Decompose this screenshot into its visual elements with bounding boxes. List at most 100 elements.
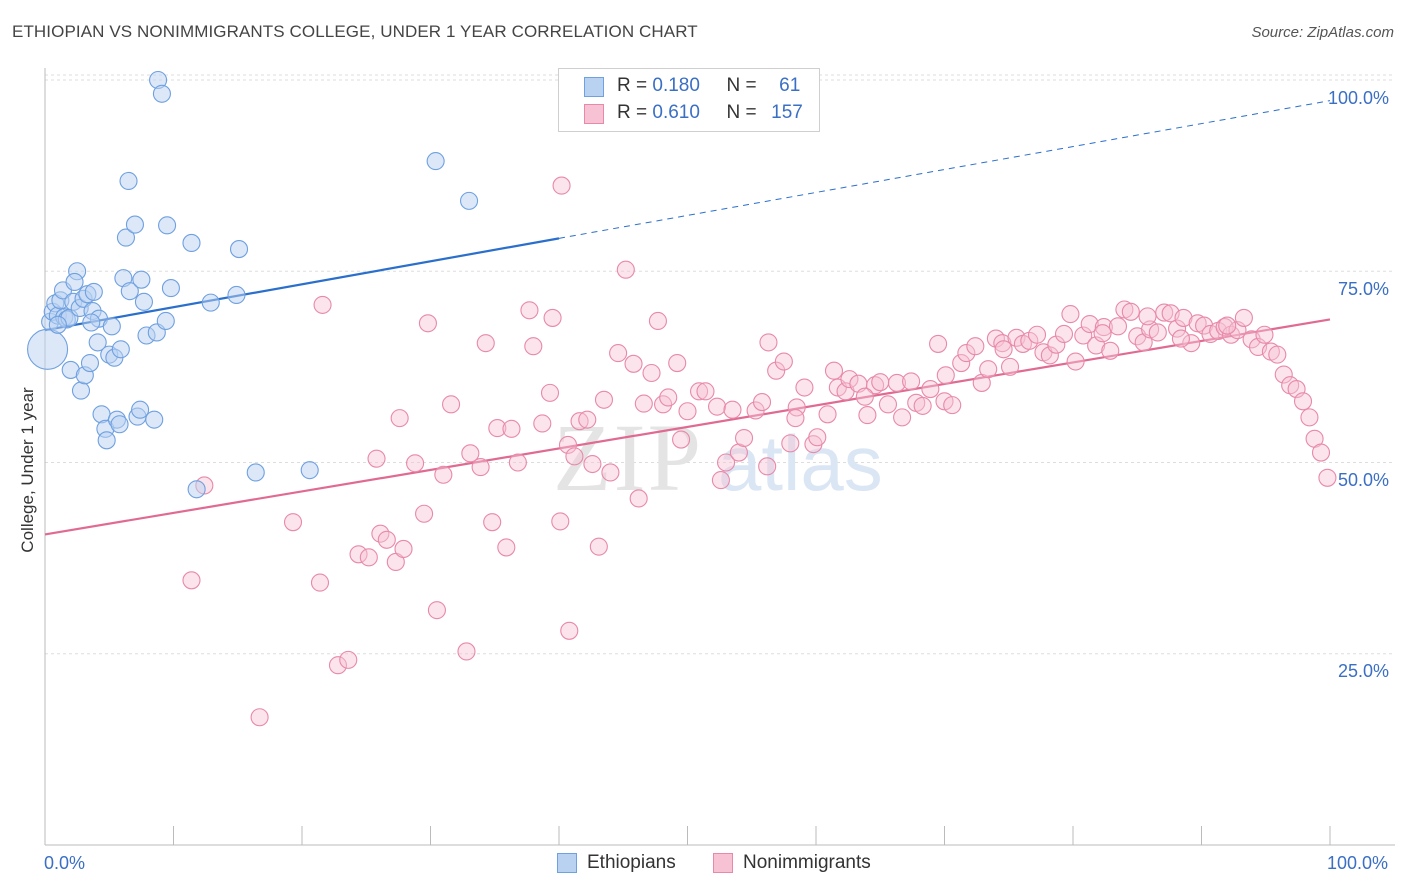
nonimmigrants-point — [1218, 316, 1237, 335]
nonimmigrants-point — [913, 396, 932, 415]
nonimmigrants-point — [818, 405, 837, 424]
ethiopians-point — [97, 431, 116, 450]
ethiopians-point — [132, 270, 151, 289]
ethiopians-point — [227, 285, 246, 305]
nonimmigrants-point — [508, 453, 527, 472]
nonimmigrants-point — [1138, 307, 1157, 326]
ethiopians-point — [110, 415, 129, 434]
nonimmigrants-point — [543, 308, 562, 327]
ethiopians-point — [27, 328, 69, 370]
legend-n-label: N = — [726, 102, 757, 123]
nonimmigrants-point — [723, 400, 742, 419]
gridlines — [45, 74, 1395, 655]
nonimmigrants-point — [1040, 346, 1059, 365]
nonimmigrants-point — [966, 337, 985, 356]
nonimmigrants-point — [824, 361, 844, 380]
nonimmigrants-legend-label: Nonimmigrants — [743, 852, 871, 873]
nonimmigrants-point — [1121, 302, 1140, 321]
nonimmigrants-point — [1171, 329, 1190, 348]
nonimmigrants-point — [758, 457, 777, 476]
ethiopians-point — [125, 215, 144, 234]
nonimmigrants-point — [734, 428, 754, 448]
nonimmigrants-point — [533, 414, 552, 433]
nonimmigrants-point — [808, 428, 827, 447]
nonimmigrants-point — [552, 176, 571, 195]
nonimmigrants-point — [583, 454, 602, 474]
nonimmigrants-point — [902, 372, 921, 391]
y-tick-label: 25.0% — [1338, 661, 1390, 681]
y-tick-label: 75.0% — [1338, 279, 1390, 299]
watermark: ZIP atlas — [553, 404, 883, 511]
nonimmigrants-point — [250, 708, 269, 727]
nonimmigrants-point — [415, 504, 434, 523]
nonimmigrants-point — [497, 538, 516, 557]
nonimmigrants-point — [668, 353, 687, 373]
nonimmigrants-point — [855, 387, 874, 406]
nonimmigrants-point — [461, 444, 480, 463]
nonimmigrants-point — [1182, 334, 1201, 353]
nonimmigrants-point — [893, 408, 912, 427]
ethiopians-legend-swatch — [557, 853, 577, 873]
nonimmigrants-point — [560, 621, 579, 640]
nonimmigrants-point — [1293, 392, 1313, 411]
nonimmigrants-point — [672, 430, 691, 449]
y-tick-label: 100.0% — [1328, 88, 1390, 108]
nonimmigrants-point — [795, 378, 814, 397]
ethiopians-point — [71, 381, 91, 400]
legend-r-value: 0.610 — [652, 102, 700, 123]
nonimmigrants-point — [594, 390, 614, 409]
ethiopians-point — [131, 400, 150, 419]
nonimmigrants-point — [1054, 324, 1074, 344]
nonimmigrants-point — [359, 548, 378, 567]
nonimmigrants-point — [442, 395, 461, 414]
nonimmigrants-point — [377, 530, 396, 549]
nonimmigrants-point — [759, 333, 778, 352]
nonimmigrants-point — [866, 376, 885, 395]
y-tick-label: 50.0% — [1338, 470, 1390, 490]
ethiopians-point — [161, 279, 180, 298]
chart-source: Source: ZipAtlas.com — [1251, 24, 1394, 41]
ethiopians-point — [152, 84, 171, 103]
nonimmigrants-point — [1234, 308, 1253, 327]
nonimmigrants-point — [328, 656, 348, 675]
nonimmigrants-point — [558, 435, 578, 454]
nonimmigrants-point — [729, 443, 748, 462]
ethiopians-point — [187, 480, 206, 499]
nonimmigrants-point — [1094, 318, 1113, 337]
nonimmigrants-point — [1061, 305, 1080, 324]
nonimmigrants-point — [457, 642, 476, 661]
nonimmigrants-point — [642, 363, 661, 383]
nonimmigrants-point — [367, 449, 386, 468]
nonimmigrants-point — [283, 513, 303, 532]
ethiopians-legend-label: Ethiopians — [587, 852, 676, 873]
nonimmigrants-point — [483, 513, 502, 532]
nonimmigrants-point — [887, 373, 907, 392]
nonimmigrants-point — [1222, 325, 1241, 344]
nonimmigrants-point — [310, 573, 330, 592]
x-tick-label-max: 100.0% — [1327, 853, 1389, 873]
ethiopians-trend-extension — [558, 100, 1331, 239]
nonimmigrants-point — [629, 489, 648, 508]
nonimmigrants-point — [406, 454, 425, 473]
legend-r-label: R = — [617, 102, 648, 123]
ethiopians-point — [229, 240, 249, 259]
ethiopians-point — [48, 315, 67, 334]
stats-legend: R = 0.180 N = 61 R = 0.610 N = 157 — [558, 68, 820, 132]
nonimmigrants-point — [921, 380, 940, 399]
nonimmigrants-point — [752, 393, 772, 412]
ethiopians-point — [201, 293, 220, 312]
nonimmigrants-point — [994, 340, 1013, 359]
ethiopians-point — [182, 233, 201, 252]
nonimmigrants-point — [624, 354, 643, 373]
nonimmigrants-point — [578, 410, 597, 429]
ethiopians-point — [426, 152, 445, 171]
nonimmigrants-point — [858, 406, 877, 425]
legend-n-value: 157 — [771, 102, 803, 123]
ethiopians-point — [80, 353, 100, 373]
nonimmigrants-point — [1074, 326, 1093, 345]
nonimmigrants-point — [434, 465, 453, 484]
nonimmigrants-point — [616, 260, 635, 279]
ethiopians-point — [120, 282, 139, 301]
nonimmigrants-point — [488, 419, 507, 438]
